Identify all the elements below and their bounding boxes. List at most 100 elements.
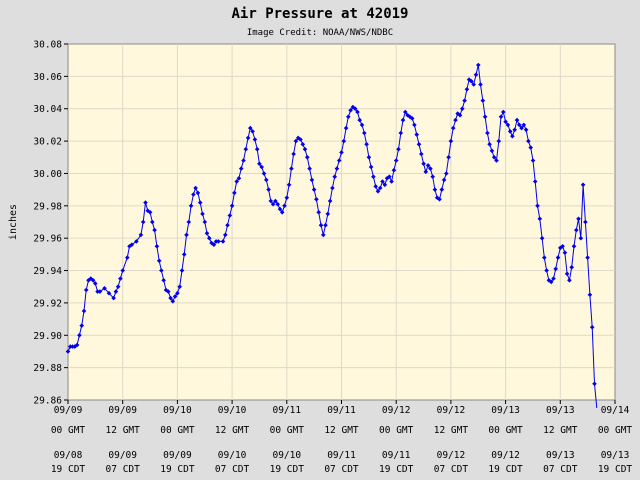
data-point — [387, 174, 392, 179]
data-point — [197, 200, 203, 205]
data-point — [83, 287, 89, 293]
x-tick-local-time: 07 CDT — [215, 464, 250, 475]
data-point — [207, 235, 212, 241]
data-point — [419, 151, 424, 157]
data-point — [551, 276, 556, 281]
x-tick-local-date: 09/12 — [491, 450, 520, 461]
data-point — [298, 137, 303, 142]
data-point — [346, 114, 351, 120]
x-tick-local-date: 09/11 — [382, 450, 411, 461]
grid — [68, 44, 615, 400]
y-tick-label: 30.06 — [33, 72, 62, 83]
data-point — [434, 195, 440, 200]
x-tick-gmt-time: 12 GMT — [543, 425, 578, 436]
data-point — [309, 177, 315, 183]
data-point — [498, 114, 504, 120]
data-point — [238, 166, 244, 171]
data-point — [469, 78, 474, 84]
data-point — [161, 278, 166, 283]
data-point — [553, 266, 558, 272]
data-point — [428, 166, 433, 171]
data-point — [245, 135, 251, 141]
x-tick-gmt-date: 09/09 — [108, 405, 137, 416]
data-point — [314, 197, 319, 202]
data-point — [172, 294, 178, 299]
data-point — [273, 198, 278, 204]
data-point — [416, 142, 422, 147]
data-point — [254, 146, 260, 152]
data-point — [539, 235, 545, 241]
data-point — [446, 155, 451, 160]
data-point — [489, 148, 495, 154]
data-point — [567, 278, 572, 283]
data-point — [193, 185, 198, 191]
x-tick-gmt-date: 09/10 — [163, 405, 192, 416]
data-point — [592, 381, 597, 387]
data-point — [362, 130, 367, 136]
data-point — [523, 127, 529, 133]
data-point — [307, 166, 312, 171]
y-axis-label: inches — [8, 204, 19, 240]
x-tick-gmt-time: 12 GMT — [324, 425, 359, 436]
data-point — [555, 255, 561, 260]
data-point — [305, 155, 310, 160]
data-point — [270, 201, 276, 207]
data-point — [106, 290, 112, 296]
data-point — [528, 145, 533, 150]
x-tick-local-date: 09/08 — [54, 450, 83, 461]
data-point — [457, 112, 463, 118]
data-point — [129, 242, 135, 247]
data-point — [526, 138, 531, 144]
x-tick-local-date: 09/10 — [272, 450, 301, 461]
data-point — [478, 82, 483, 87]
data-point — [359, 122, 365, 128]
data-point — [501, 109, 506, 115]
data-point — [259, 164, 264, 170]
data-point — [220, 239, 226, 244]
data-point — [216, 239, 221, 244]
data-point — [398, 130, 404, 136]
x-tick-gmt-time: 00 GMT — [379, 425, 414, 436]
data-point — [355, 109, 360, 115]
data-point — [364, 142, 369, 147]
data-point — [79, 323, 84, 328]
data-point — [321, 232, 326, 238]
data-point — [517, 122, 522, 128]
x-tick-gmt-date: 09/09 — [54, 405, 83, 416]
image-credit: Image Credit: NOAA/NWS/NDBC — [247, 28, 393, 38]
data-point — [268, 198, 274, 204]
data-point — [396, 146, 401, 152]
x-tick-local-time: 19 CDT — [51, 464, 86, 475]
y-tick-label: 30.02 — [33, 137, 62, 148]
x-tick-local-time: 19 CDT — [379, 464, 414, 475]
data-point — [318, 222, 324, 228]
data-point — [562, 250, 568, 255]
data-point — [491, 155, 497, 160]
data-point — [115, 284, 121, 289]
data-point — [266, 187, 271, 192]
data-point — [546, 278, 552, 283]
data-point — [585, 255, 590, 260]
data-point — [159, 268, 164, 273]
data-point — [437, 197, 442, 202]
data-point — [382, 182, 388, 188]
data-point — [166, 289, 171, 294]
y-tick-label: 29.96 — [33, 234, 62, 245]
data-point — [375, 189, 381, 194]
data-point — [286, 182, 292, 188]
y-tick-label: 29.92 — [33, 298, 62, 309]
data-point — [234, 179, 239, 184]
x-tick-gmt-date: 09/12 — [437, 405, 466, 416]
data-point — [334, 166, 340, 171]
data-point — [423, 169, 429, 175]
x-tick-local-time: 19 CDT — [160, 464, 195, 475]
data-point — [170, 299, 176, 304]
data-point — [425, 163, 431, 168]
data-point — [482, 114, 488, 120]
data-point — [248, 125, 253, 131]
data-point — [330, 185, 335, 191]
data-point — [284, 195, 290, 200]
data-point — [544, 268, 549, 273]
data-point — [471, 82, 476, 87]
data-point — [311, 187, 317, 192]
